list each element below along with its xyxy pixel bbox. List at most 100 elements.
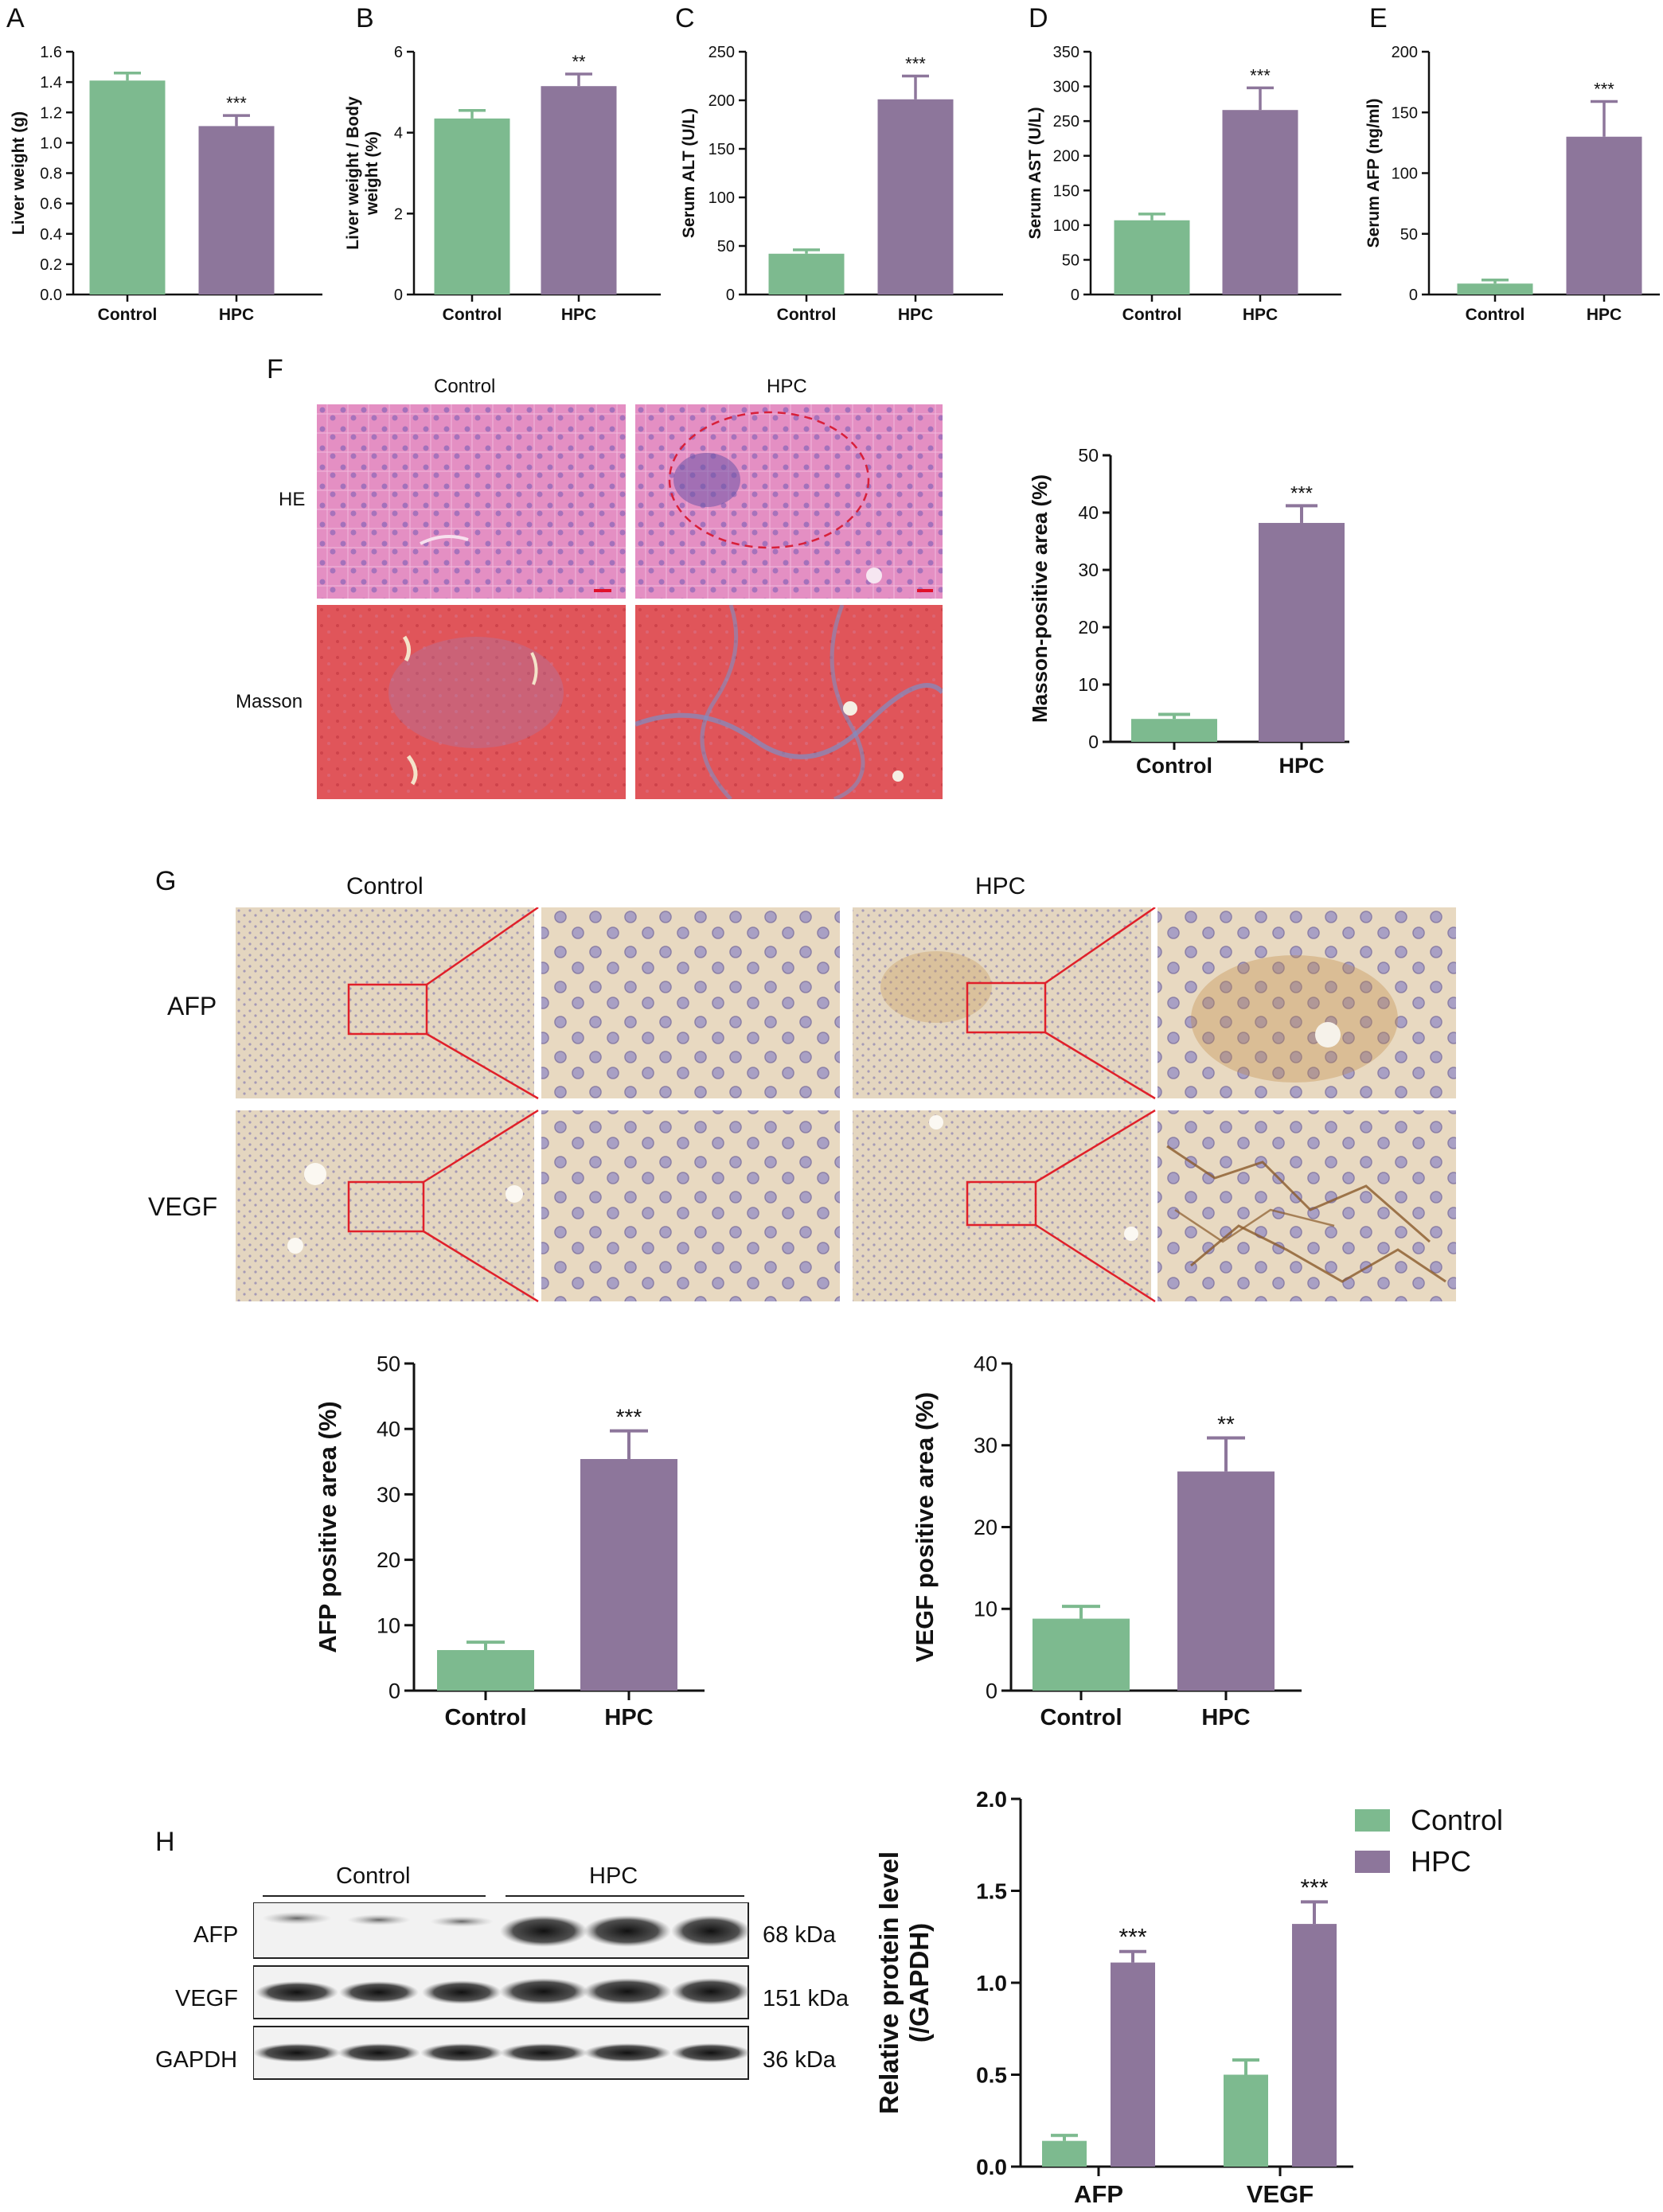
panel-letter-b: B bbox=[356, 3, 374, 33]
y-axis-label: VEGF positive area (%) bbox=[911, 1392, 939, 1662]
y-tick-label: 350 bbox=[1053, 44, 1079, 61]
bar bbox=[768, 253, 845, 295]
y-tick-label: 200 bbox=[1053, 148, 1079, 166]
y-tick-label: 1.6 bbox=[40, 44, 62, 61]
y-tick-label: 250 bbox=[709, 44, 735, 61]
wb-vegf-label: VEGF bbox=[175, 1986, 238, 2011]
vegf-area-chart: 0 10 20 30 40 VEGF positive area (%) Control HP… bbox=[911, 1352, 1302, 1730]
y-axis-label: weight (%) bbox=[363, 131, 381, 216]
x-tick-label: HPC bbox=[1587, 306, 1622, 324]
y-tick-label: 0 bbox=[986, 1679, 997, 1703]
masson-row-label: Masson bbox=[236, 691, 303, 712]
y-axis-label: Serum AST (U/L) bbox=[1026, 107, 1044, 239]
bar bbox=[580, 1459, 677, 1691]
ihc-vegf-row-label: VEGF bbox=[148, 1192, 218, 1221]
y-axis-label: (/GAPDH) bbox=[904, 1923, 934, 2042]
legend-label: Control bbox=[1411, 1804, 1503, 1836]
y-tick-label: 40 bbox=[974, 1352, 997, 1375]
ihc-afp-row-label: AFP bbox=[167, 992, 217, 1020]
masson-area-chart: 0 10 20 30 40 50 Masson-positive area (%) Contr… bbox=[1028, 445, 1349, 778]
ihc-control-label: Control bbox=[346, 873, 424, 899]
bar bbox=[1566, 136, 1642, 295]
significance-label: ** bbox=[1217, 1412, 1235, 1437]
y-tick-label: 300 bbox=[1053, 79, 1079, 96]
x-tick-label: HPC bbox=[1201, 1705, 1250, 1730]
y-tick-label: 100 bbox=[1392, 166, 1418, 183]
y-tick-label: 1.0 bbox=[40, 135, 62, 152]
y-axis-label: Liver weight / Body bbox=[344, 96, 362, 250]
y-tick-label: 100 bbox=[709, 189, 735, 207]
y-tick-label: 0 bbox=[726, 287, 735, 304]
y-axis-label: AFP positive area (%) bbox=[314, 1401, 342, 1652]
y-tick-label: 0 bbox=[394, 287, 403, 304]
liver-body-ratio-chart: 0 2 4 6 Liver weight / Body weight (%) Control… bbox=[344, 44, 661, 324]
y-axis-label: Masson-positive area (%) bbox=[1028, 474, 1052, 723]
panel-letter-a: A bbox=[6, 3, 25, 33]
panel-letter-c: C bbox=[675, 3, 695, 33]
y-tick-label: 150 bbox=[1053, 182, 1079, 200]
he-hpc-label: HPC bbox=[767, 376, 807, 397]
y-tick-label: 50 bbox=[1400, 226, 1418, 244]
bar bbox=[1457, 283, 1533, 295]
bar bbox=[1222, 110, 1298, 295]
afp-area-chart: 0 10 20 30 40 50 AFP positive area (%) Control H… bbox=[314, 1352, 705, 1730]
he-hpc-image bbox=[635, 404, 943, 599]
y-tick-label: 20 bbox=[1078, 617, 1099, 638]
x-tick-label: Control bbox=[1040, 1705, 1122, 1730]
wb-hpc-group-label: HPC bbox=[589, 1863, 638, 1889]
x-tick-label: Control bbox=[777, 306, 837, 324]
significance-label: ** bbox=[572, 52, 586, 72]
he-row-label: HE bbox=[279, 489, 306, 510]
significance-label: *** bbox=[905, 54, 926, 74]
y-tick-label: 2 bbox=[394, 205, 403, 223]
relative-protein-chart: 0.0 0.5 1.0 1.5 2.0 Relative protein level (/G… bbox=[874, 1787, 1503, 2208]
bar bbox=[1292, 1924, 1337, 2167]
y-tick-label: 20 bbox=[377, 1548, 400, 1572]
y-tick-label: 50 bbox=[717, 238, 735, 256]
y-tick-label: 20 bbox=[974, 1516, 997, 1539]
y-tick-label: 30 bbox=[974, 1434, 997, 1457]
y-tick-label: 50 bbox=[1062, 252, 1079, 269]
panel-letter-d: D bbox=[1029, 3, 1048, 33]
panel-letter-e: E bbox=[1369, 3, 1388, 33]
bar bbox=[434, 118, 510, 295]
y-tick-label: 10 bbox=[974, 1598, 997, 1621]
y-tick-label: 0.5 bbox=[976, 2062, 1007, 2087]
bar bbox=[1259, 522, 1345, 742]
x-tick-label: Control bbox=[1122, 306, 1182, 324]
y-tick-label: 0.0 bbox=[976, 2155, 1007, 2179]
x-tick-label: HPC bbox=[219, 306, 254, 324]
x-tick-label: HPC bbox=[561, 306, 596, 324]
legend-swatch bbox=[1355, 1851, 1390, 1873]
y-tick-label: 6 bbox=[394, 44, 403, 61]
y-tick-label: 1.5 bbox=[976, 1878, 1007, 1903]
bar bbox=[89, 80, 166, 295]
y-axis-label: Serum AFP (ng/ml) bbox=[1364, 99, 1383, 248]
bar bbox=[877, 99, 954, 295]
wb-control-group-line bbox=[263, 1895, 486, 1897]
y-tick-label: 150 bbox=[1392, 104, 1418, 122]
liver-weight-chart: 0.0 0.2 0.4 0.6 0.8 1.0 1.2 1.4 1.6 Liver weight … bbox=[10, 44, 322, 324]
y-tick-label: 200 bbox=[709, 92, 735, 110]
wb-vegf-size: 151 kDa bbox=[763, 1986, 849, 2011]
legend-label: HPC bbox=[1411, 1845, 1471, 1878]
x-tick-label: HPC bbox=[1243, 306, 1278, 324]
wb-hpc-group-line bbox=[506, 1895, 744, 1897]
x-tick-label: Control bbox=[1136, 754, 1212, 778]
bar bbox=[1114, 220, 1190, 295]
x-tick-label: Control bbox=[98, 306, 158, 324]
bar bbox=[1042, 2140, 1087, 2167]
y-tick-label: 1.0 bbox=[976, 1971, 1007, 1995]
y-axis-label: Serum ALT (U/L) bbox=[680, 108, 698, 238]
y-tick-label: 10 bbox=[1078, 674, 1099, 695]
x-tick-label: VEGF bbox=[1247, 2180, 1314, 2208]
x-tick-label: AFP bbox=[1074, 2180, 1123, 2208]
y-tick-label: 0.2 bbox=[40, 256, 62, 274]
significance-label: *** bbox=[1250, 65, 1271, 85]
bar bbox=[437, 1650, 534, 1691]
bar bbox=[198, 126, 275, 295]
y-tick-label: 40 bbox=[377, 1418, 400, 1442]
panel-letter-g: G bbox=[155, 866, 177, 896]
bar bbox=[1111, 1962, 1155, 2167]
serum-afp-chart: 0 50 100 150 200 Serum AFP (ng/ml) Control HPC *… bbox=[1364, 44, 1660, 324]
